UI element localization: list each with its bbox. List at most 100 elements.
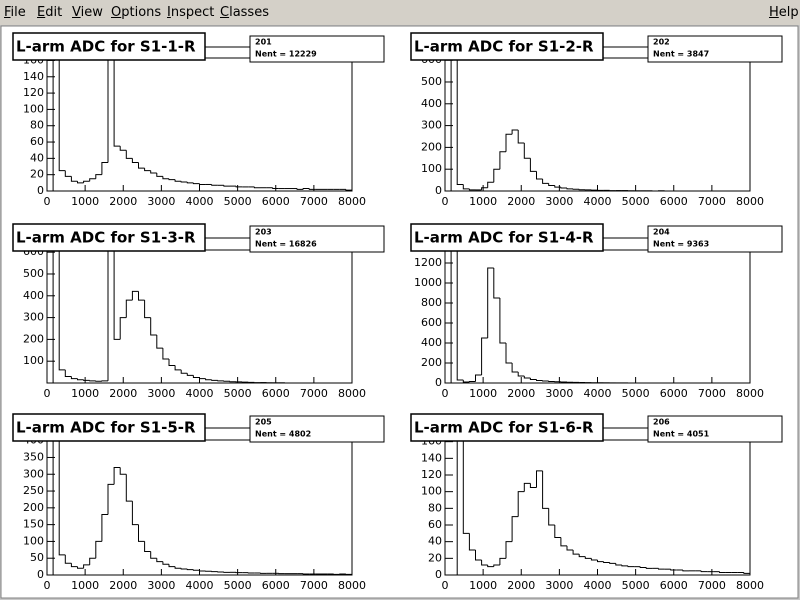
stats-entries: Nent = 4051	[653, 430, 710, 439]
x-tick-label: 0	[442, 579, 449, 592]
histogram-bin	[77, 378, 84, 381]
menu-file[interactable]: File	[4, 5, 26, 20]
histogram-pad: 0 1000 2000 3000 4000 5000 6000 7000 8000 0 100 200…	[410, 32, 783, 208]
histogram-bin	[253, 186, 261, 189]
x-tick-label: 7000	[698, 579, 726, 592]
histogram-bin	[144, 300, 151, 319]
x-tick-label: 4000	[584, 579, 612, 592]
histogram-bin	[223, 185, 230, 187]
x-tick-label: 6000	[262, 387, 290, 400]
title-box	[410, 223, 604, 252]
histogram-bin	[487, 267, 494, 338]
histogram-bin	[345, 573, 352, 575]
histogram-bin	[272, 187, 279, 190]
histogram-bin	[107, 58, 109, 163]
stats-box	[647, 35, 783, 63]
x-tick-label: 0	[44, 387, 51, 400]
histogram-bin	[186, 182, 194, 184]
x-tick-label: 3000	[545, 195, 573, 208]
histogram-bin	[174, 179, 182, 182]
histogram-bin	[162, 176, 169, 180]
histogram-bin	[70, 176, 78, 182]
histogram-bin	[609, 562, 616, 564]
histogram-bin	[517, 129, 525, 144]
histogram-bin	[77, 566, 84, 569]
histogram-bin	[536, 171, 543, 180]
y-tick-label: 50	[30, 551, 44, 564]
histogram-bin	[64, 554, 72, 564]
histogram-bin	[462, 440, 470, 534]
x-tick-label: 7000	[300, 387, 328, 400]
menu-help[interactable]: Help	[769, 5, 799, 20]
y-tick-label: 200	[421, 140, 442, 153]
x-tick-label: 7000	[698, 387, 726, 400]
x-tick-label: 3000	[545, 387, 573, 400]
histogram-bin	[101, 514, 108, 542]
histogram-bin	[150, 551, 157, 559]
histogram-bin	[156, 558, 163, 563]
x-tick-label: 5000	[224, 387, 252, 400]
x-tick-label: 1000	[469, 579, 497, 592]
menu-classes[interactable]: Classes	[220, 5, 269, 20]
histogram-bin	[119, 467, 127, 475]
stats-id: 201	[255, 38, 272, 47]
x-tick-label: 5000	[224, 579, 252, 592]
histogram-bin	[493, 564, 500, 567]
y-tick-label: 100	[23, 354, 44, 367]
y-tick-label: 100	[421, 485, 442, 498]
histogram-bin	[345, 189, 352, 191]
histogram-pad: 0 1000 2000 3000 4000 5000 6000 7000 8000 0 20 40 60…	[12, 32, 385, 208]
menu-options[interactable]: Options	[111, 5, 162, 20]
y-tick-label: 200	[23, 501, 44, 514]
histogram-bin	[58, 440, 66, 556]
stats-id: 204	[653, 228, 670, 237]
histogram-bin	[180, 369, 188, 374]
histogram	[47, 58, 352, 191]
x-tick-label: 8000	[338, 579, 366, 592]
histogram-bin	[64, 170, 72, 177]
stats-box	[249, 415, 385, 443]
histogram-bin	[89, 178, 96, 182]
histogram-bin	[578, 554, 586, 558]
histogram-bin	[523, 143, 531, 159]
y-tick-label: 0	[37, 184, 44, 197]
histogram-bin	[156, 335, 163, 349]
histogram-bin	[144, 541, 151, 552]
x-tick-label: 1000	[469, 195, 497, 208]
histogram-bin	[462, 380, 470, 383]
histogram-bin	[511, 129, 519, 135]
histogram-bin	[70, 376, 78, 380]
stats-entries: Nent = 16826	[255, 240, 317, 249]
histogram-bin	[58, 58, 66, 172]
y-tick-label: 250	[23, 484, 44, 497]
y-tick-label: 100	[23, 534, 44, 547]
histogram-bin	[468, 188, 476, 191]
x-tick-label: 4000	[186, 195, 214, 208]
histogram-bin	[456, 58, 464, 185]
histogram	[445, 440, 750, 575]
x-tick-label: 6000	[262, 579, 290, 592]
histogram-bin	[560, 537, 567, 547]
title-box	[12, 413, 206, 442]
y-tick-label: 120	[23, 86, 44, 99]
histogram-bin	[523, 482, 531, 492]
histogram-bin	[64, 369, 72, 377]
y-tick-label: 300	[23, 467, 44, 480]
histogram-bin	[670, 569, 677, 571]
histogram-bin	[468, 533, 476, 551]
histogram-bin	[529, 158, 537, 172]
stats-id: 205	[255, 418, 272, 427]
x-tick-label: 8000	[736, 387, 764, 400]
y-tick-label: 0	[435, 184, 442, 197]
x-tick-label: 5000	[622, 579, 650, 592]
y-tick-label: 800	[421, 296, 442, 309]
histogram-bin	[186, 568, 194, 571]
menu-edit[interactable]: Edit	[37, 5, 63, 20]
menu-inspect[interactable]: Inspect	[167, 5, 215, 20]
histogram-bin	[572, 550, 580, 555]
y-tick-label: 600	[421, 316, 442, 329]
menu-view[interactable]: View	[72, 5, 103, 20]
histogram-bin	[511, 516, 519, 542]
y-tick-label: 400	[421, 97, 442, 110]
